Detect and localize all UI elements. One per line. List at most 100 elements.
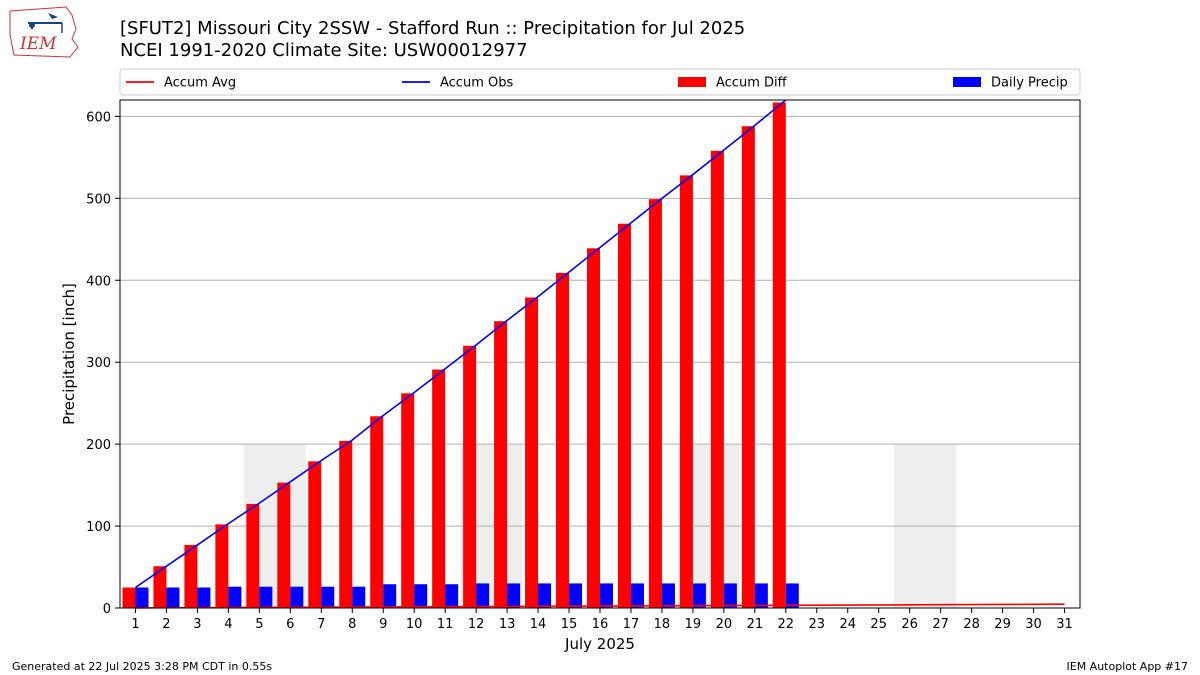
- bar-accum-diff: [308, 461, 322, 608]
- bar-accum-diff: [184, 544, 198, 608]
- x-tick-label: 14: [530, 617, 547, 632]
- bar-accum-diff: [153, 566, 167, 608]
- x-tick-label: 15: [561, 617, 578, 632]
- bar-accum-diff: [246, 503, 260, 608]
- x-tick-label: 17: [623, 617, 640, 632]
- bar-daily-precip: [538, 583, 552, 608]
- chart-subtitle: NCEI 1991-2020 Climate Site: USW00012977: [120, 40, 528, 61]
- bar-daily-precip: [785, 583, 799, 608]
- x-tick-label: 6: [286, 617, 294, 632]
- bar-accum-diff: [215, 524, 229, 608]
- bar-daily-precip: [197, 587, 211, 608]
- x-tick-label: 9: [379, 617, 387, 632]
- x-tick-label: 16: [592, 617, 609, 632]
- bar-accum-diff: [556, 272, 570, 608]
- x-tick-label: 28: [963, 617, 980, 632]
- bar-daily-precip: [476, 583, 490, 608]
- legend-item-daily-precip-label: Daily Precip: [991, 76, 1068, 91]
- bar-accum-diff: [679, 175, 693, 608]
- bar-daily-precip: [600, 583, 614, 608]
- x-tick-label: 30: [1025, 617, 1042, 632]
- x-tick-label: 8: [348, 617, 356, 632]
- bar-daily-precip: [321, 586, 335, 608]
- line-accum-avg: [135, 603, 1065, 609]
- x-tick-label: 4: [224, 617, 232, 632]
- bar-daily-precip: [135, 587, 149, 608]
- bar-daily-precip: [166, 587, 180, 608]
- bar-accum-diff: [741, 126, 755, 608]
- x-tick-label: 1: [131, 617, 139, 632]
- x-tick-label: 25: [870, 617, 887, 632]
- bar-daily-precip: [569, 583, 583, 608]
- legend-item-accum-obs-label: Accum Obs: [440, 76, 513, 91]
- bar-accum-diff: [463, 345, 477, 608]
- x-tick-label: 31: [1056, 617, 1073, 632]
- generated-timestamp: Generated at 22 Jul 2025 3:28 PM CDT in …: [12, 660, 273, 673]
- bar-daily-precip: [661, 583, 675, 608]
- x-tick-label: 11: [437, 617, 454, 632]
- iem-logo: IEM: [9, 6, 79, 58]
- x-tick-label: 12: [468, 617, 485, 632]
- x-tick-label: 3: [193, 617, 201, 632]
- x-tick-label: 21: [747, 617, 764, 632]
- x-tick-label: 22: [778, 617, 795, 632]
- bar-accum-diff: [122, 587, 136, 608]
- bar-accum-diff: [277, 482, 291, 608]
- bar-daily-precip: [352, 586, 366, 608]
- bar-daily-precip: [445, 584, 459, 608]
- x-tick-label: 23: [809, 617, 826, 632]
- bar-accum-diff: [710, 150, 724, 609]
- legend-item-accum-diff-label: Accum Diff: [716, 76, 788, 91]
- bar-accum-diff: [494, 321, 508, 608]
- x-tick-label: 19: [685, 617, 702, 632]
- app-credit: IEM Autoplot App #17: [1066, 660, 1189, 673]
- bar-daily-precip: [383, 584, 397, 608]
- legend: Accum Avg Accum Obs Accum Diff Daily Precip: [119, 68, 1081, 96]
- bar-accum-diff: [370, 416, 384, 608]
- svg-text:IEM: IEM: [19, 34, 57, 54]
- x-tick-label: 29: [994, 617, 1011, 632]
- y-axis-label: Precipitation [inch]: [60, 283, 78, 425]
- bar-daily-precip: [723, 583, 737, 608]
- bar-accum-diff: [339, 440, 353, 608]
- x-tick-label: 24: [839, 617, 856, 632]
- y-tick-label: 600: [86, 110, 111, 125]
- y-tick-label: 200: [86, 438, 111, 453]
- line-accum-obs: [135, 99, 787, 589]
- bar-daily-precip: [228, 586, 242, 608]
- chart-title: [SFUT2] Missouri City 2SSW - Stafford Ru…: [120, 18, 746, 39]
- y-tick-label: 100: [86, 520, 111, 535]
- bar-daily-precip: [290, 586, 304, 608]
- bar-accum-diff: [401, 393, 415, 608]
- bar-accum-diff: [525, 297, 539, 608]
- bar-daily-precip: [414, 584, 428, 608]
- x-tick-label: 26: [901, 617, 918, 632]
- legend-box: [119, 68, 1081, 96]
- bar-accum-diff: [586, 248, 600, 608]
- bar-accum-diff: [617, 223, 631, 608]
- x-tick-label: 18: [654, 617, 671, 632]
- bar-daily-precip: [692, 583, 706, 608]
- bar-daily-precip: [754, 583, 768, 608]
- x-tick-label: 27: [932, 617, 949, 632]
- x-tick-label: 7: [317, 617, 325, 632]
- bar-accum-diff: [648, 199, 662, 608]
- y-tick-label: 300: [86, 356, 111, 371]
- bar-accum-diff: [772, 102, 786, 608]
- bar-daily-precip: [630, 583, 644, 608]
- x-tick-label: 2: [162, 617, 170, 632]
- legend-item-accum-diff-swatch: [678, 77, 706, 87]
- x-tick-label: 20: [716, 617, 733, 632]
- x-tick-label: 13: [499, 617, 516, 632]
- bar-daily-precip: [259, 586, 273, 608]
- y-tick-label: 0: [103, 602, 111, 617]
- x-tick-label: 5: [255, 617, 263, 632]
- bar-accum-diff: [432, 369, 446, 608]
- legend-item-daily-precip-swatch: [953, 77, 981, 87]
- bar-daily-precip: [507, 583, 521, 608]
- x-tick-label: 10: [406, 617, 423, 632]
- x-axis-label: July 2025: [564, 635, 635, 653]
- y-tick-label: 500: [86, 192, 111, 207]
- y-tick-label: 400: [86, 274, 111, 289]
